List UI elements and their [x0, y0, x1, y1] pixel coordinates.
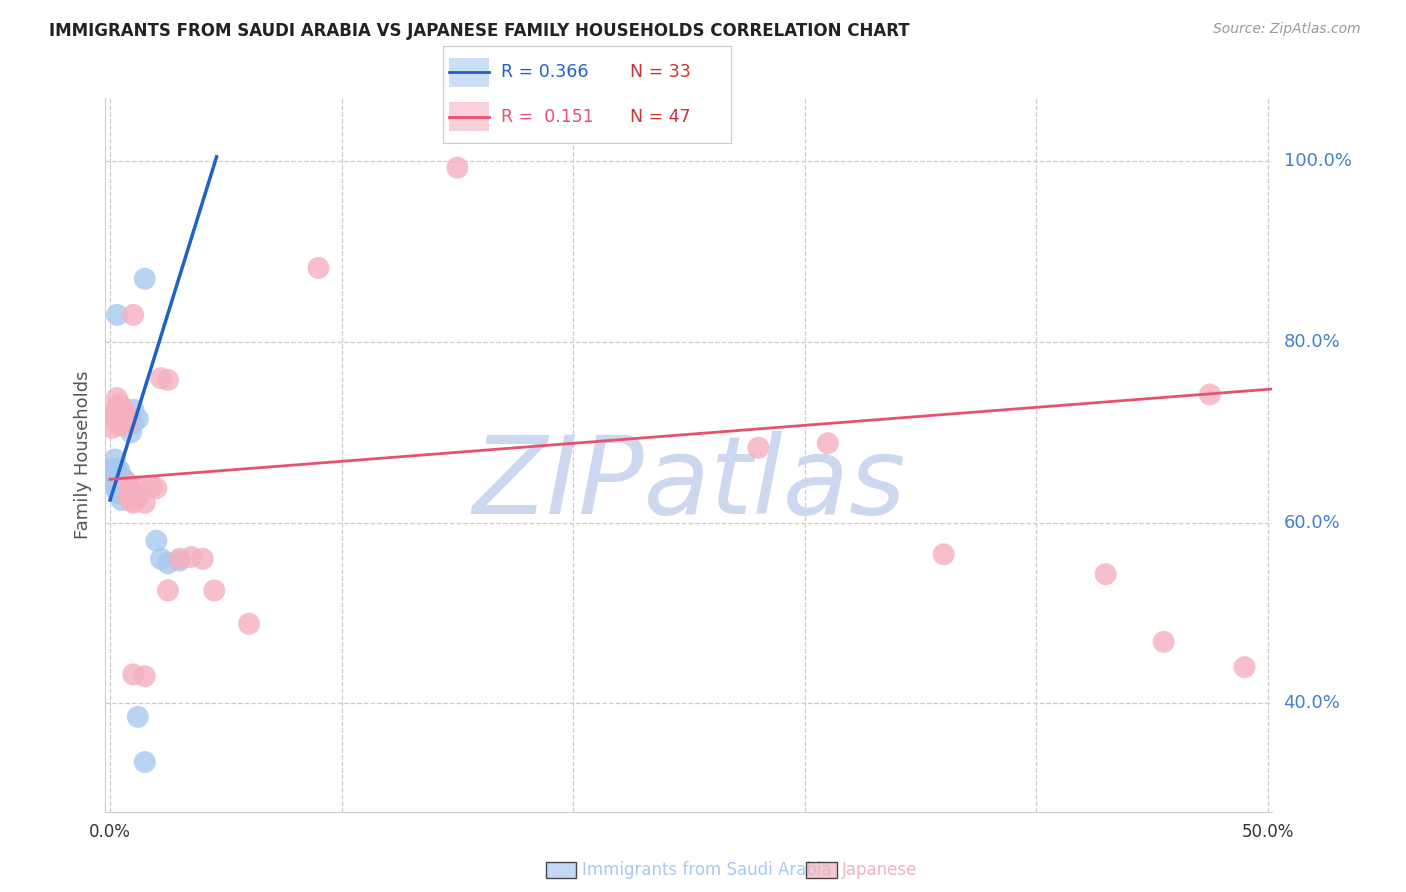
Point: [156, 557, 179, 571]
Point: [101, 461, 124, 475]
Point: [117, 491, 139, 505]
Point: [108, 487, 131, 501]
Point: [191, 551, 214, 566]
Point: [1153, 635, 1175, 649]
Point: [134, 755, 156, 769]
Point: [156, 373, 179, 387]
Text: R =  0.151: R = 0.151: [501, 108, 593, 126]
Point: [122, 667, 145, 681]
Point: [127, 479, 149, 493]
Point: [127, 491, 149, 505]
Point: [127, 710, 149, 724]
Text: 60.0%: 60.0%: [1284, 514, 1340, 532]
Point: [101, 421, 124, 435]
Point: [111, 418, 134, 433]
Point: [202, 583, 225, 598]
Point: [108, 463, 131, 477]
Point: [238, 616, 260, 631]
Text: 50.0%: 50.0%: [1241, 822, 1294, 841]
Point: [747, 441, 769, 455]
Point: [1094, 567, 1116, 582]
Point: [104, 466, 127, 480]
Point: [120, 411, 142, 425]
Text: 100.0%: 100.0%: [1284, 153, 1351, 170]
Point: [111, 400, 134, 414]
Point: [134, 496, 156, 510]
Text: IMMIGRANTS FROM SAUDI ARABIA VS JAPANESE FAMILY HOUSEHOLDS CORRELATION CHART: IMMIGRANTS FROM SAUDI ARABIA VS JAPANESE…: [49, 22, 910, 40]
Point: [120, 494, 142, 508]
Text: Immigrants from Saudi Arabia: Immigrants from Saudi Arabia: [582, 861, 832, 879]
Text: N = 47: N = 47: [630, 108, 690, 126]
FancyBboxPatch shape: [449, 103, 489, 131]
Point: [156, 583, 179, 598]
Point: [932, 547, 955, 561]
Text: ZIPatlas: ZIPatlas: [472, 431, 905, 536]
Point: [446, 161, 468, 175]
Point: [817, 436, 839, 450]
Point: [169, 553, 191, 567]
Point: [108, 418, 131, 433]
Point: [145, 481, 167, 495]
Point: [105, 308, 128, 322]
Point: [105, 472, 128, 486]
Point: [111, 470, 134, 484]
Point: [115, 418, 138, 433]
Point: [180, 549, 202, 564]
Point: [308, 260, 330, 275]
Text: N = 33: N = 33: [630, 63, 690, 81]
Text: Source: ZipAtlas.com: Source: ZipAtlas.com: [1213, 22, 1361, 37]
Point: [122, 402, 145, 417]
Text: Japanese: Japanese: [842, 861, 918, 879]
Point: [150, 551, 173, 566]
Point: [122, 308, 145, 322]
Point: [120, 425, 142, 440]
Point: [105, 391, 128, 405]
Point: [127, 411, 149, 425]
Point: [120, 481, 142, 495]
Point: [108, 396, 131, 410]
Point: [104, 411, 127, 425]
Point: [117, 491, 139, 505]
Point: [105, 402, 128, 417]
Point: [104, 402, 127, 417]
Point: [108, 407, 131, 421]
Point: [111, 409, 134, 423]
Point: [1199, 387, 1222, 401]
Point: [134, 669, 156, 683]
Point: [115, 475, 138, 489]
Point: [122, 496, 145, 510]
Point: [141, 479, 163, 493]
Point: [112, 417, 135, 431]
Text: 40.0%: 40.0%: [1284, 694, 1340, 713]
Point: [122, 484, 145, 499]
Point: [117, 479, 139, 493]
Point: [150, 371, 173, 385]
Point: [134, 272, 156, 286]
Point: [105, 484, 128, 499]
Point: [111, 493, 134, 508]
Text: R = 0.366: R = 0.366: [501, 63, 588, 81]
Point: [115, 407, 138, 421]
Point: [169, 551, 191, 566]
Point: [101, 470, 124, 484]
Point: [145, 533, 167, 548]
Point: [104, 452, 127, 467]
Point: [111, 481, 134, 495]
Point: [122, 417, 145, 431]
Point: [105, 411, 128, 425]
Point: [115, 487, 138, 501]
Point: [112, 472, 135, 486]
FancyBboxPatch shape: [449, 58, 489, 87]
Point: [117, 477, 139, 491]
Point: [1233, 660, 1256, 674]
Point: [105, 461, 128, 475]
Point: [112, 405, 135, 419]
Point: [112, 484, 135, 499]
Point: [104, 479, 127, 493]
Point: [108, 475, 131, 489]
Y-axis label: Family Households: Family Households: [73, 371, 91, 539]
Text: 80.0%: 80.0%: [1284, 333, 1340, 351]
Text: 0.0%: 0.0%: [89, 822, 131, 841]
